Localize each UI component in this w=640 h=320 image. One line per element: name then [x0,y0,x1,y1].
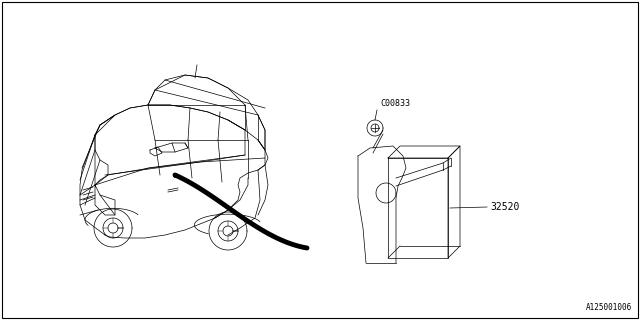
Text: 32520: 32520 [490,202,520,212]
Text: C00833: C00833 [380,99,410,108]
Text: A125001006: A125001006 [586,303,632,312]
